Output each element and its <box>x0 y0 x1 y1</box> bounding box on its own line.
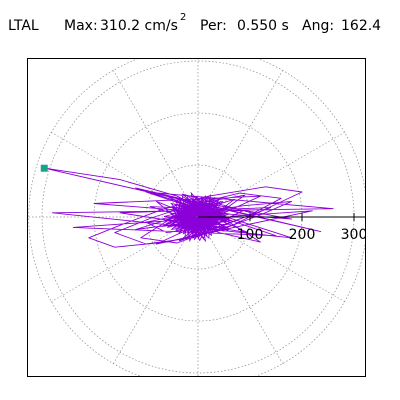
per-value: 0.550 s <box>237 18 289 34</box>
orbit-trace-center <box>163 191 232 243</box>
polar-plot-frame: 100 200 300 <box>27 58 366 377</box>
max-value: 310.2 cm/s <box>100 18 178 34</box>
grid-spoke <box>197 216 283 364</box>
max-label: Max: <box>64 18 98 34</box>
chart-header: LTAL Max: 310.2 cm/s 2 Per: 0.550 s Ang:… <box>0 0 400 50</box>
grid-spoke <box>51 132 199 218</box>
peak-marker <box>40 164 48 172</box>
station-code: LTAL <box>8 18 39 34</box>
max-unit-exponent: 2 <box>180 12 187 23</box>
radial-tick-label: 300 <box>341 227 365 243</box>
ang-label: Ang: <box>302 18 335 34</box>
ang-value: 162.4 <box>341 18 382 34</box>
grid-spoke <box>197 70 283 218</box>
grid-spoke <box>113 70 199 218</box>
radial-tick-label: 200 <box>289 227 316 243</box>
grid-spoke <box>197 216 345 302</box>
per-label: Per: <box>200 18 227 34</box>
radial-tick-label: 100 <box>237 227 264 243</box>
polar-orbit-chart: 100 200 300 <box>28 59 365 376</box>
grid-spoke <box>113 216 199 364</box>
